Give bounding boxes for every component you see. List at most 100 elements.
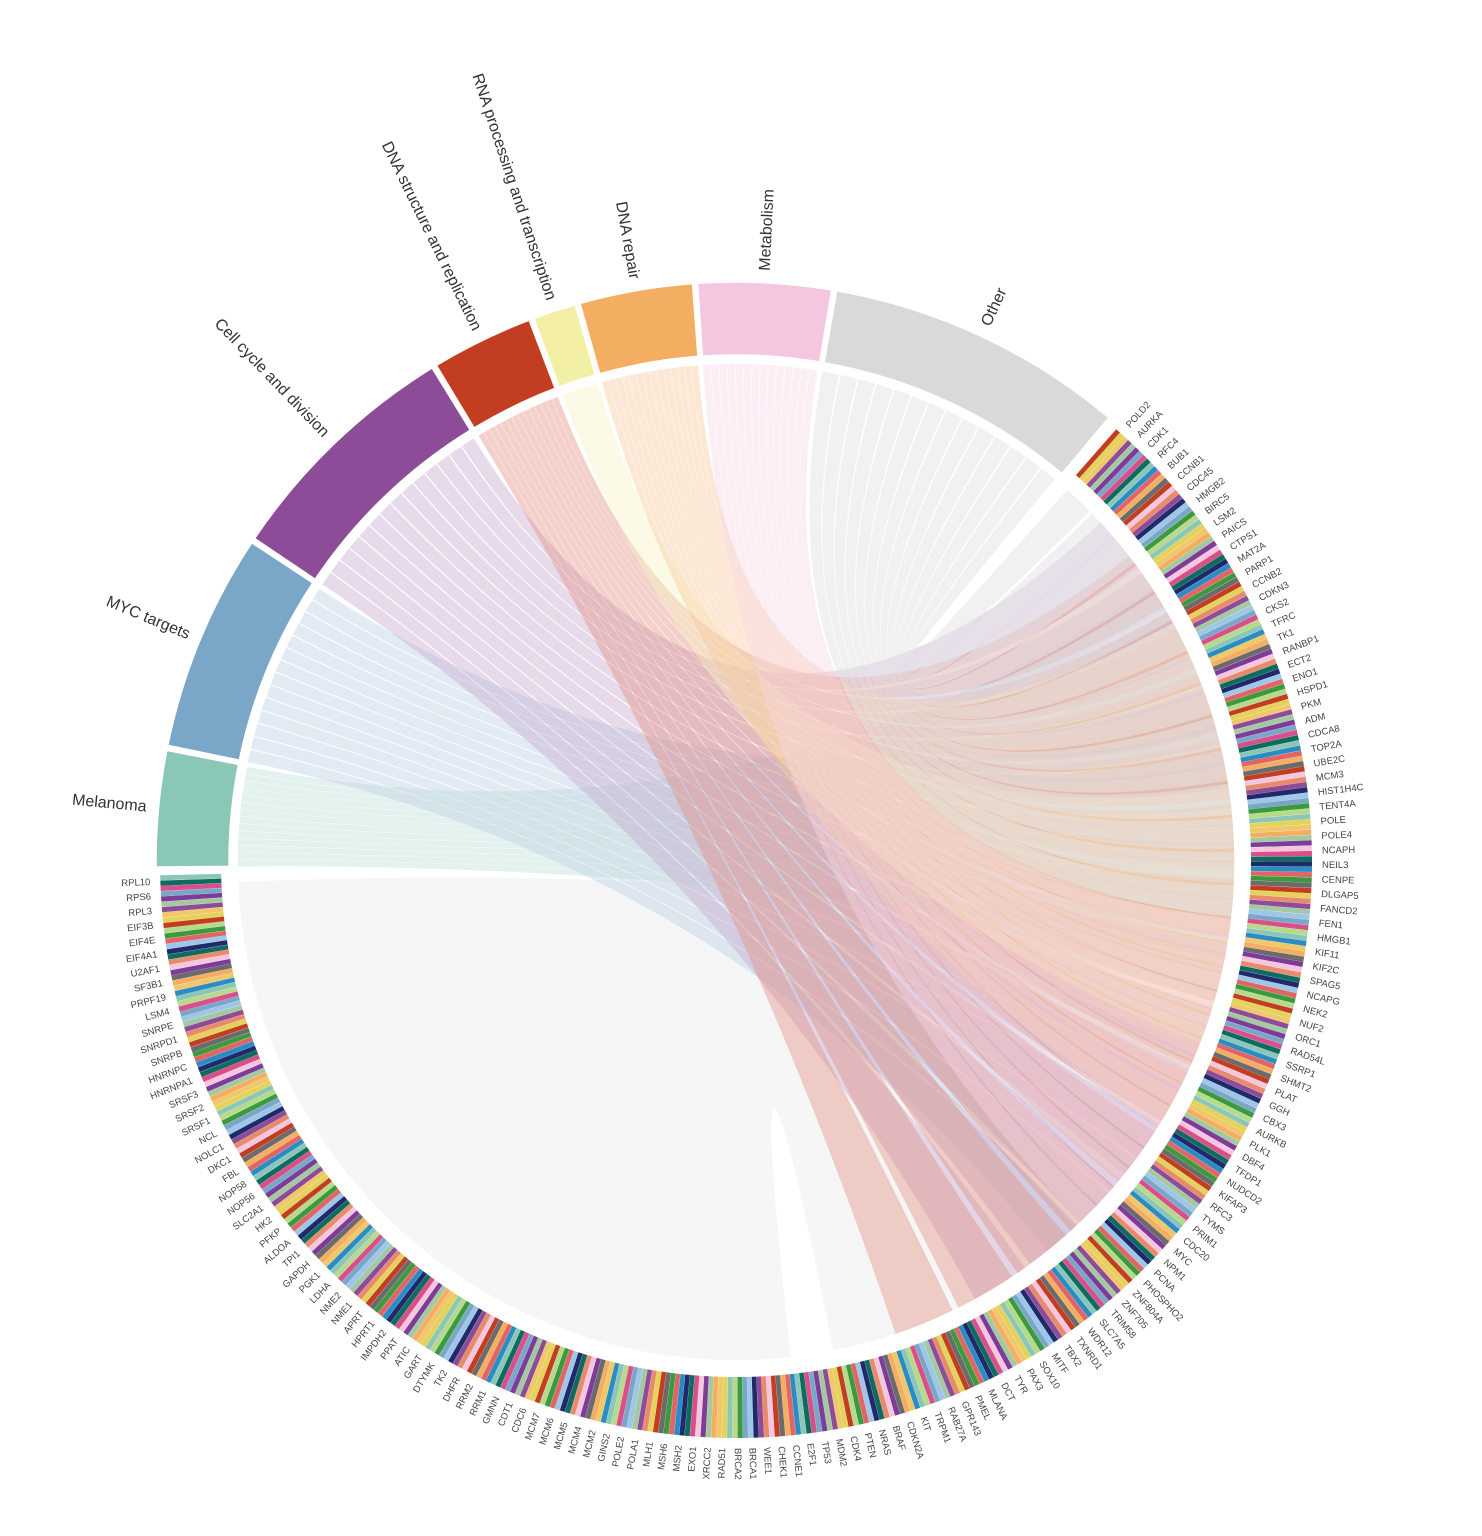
category-arc-dna-structure-and-replication (435, 319, 557, 429)
gene-segment (1035, 1278, 1076, 1331)
chord-ribbon (898, 468, 1090, 677)
chord-ribbon (574, 389, 1229, 954)
gene-segment (780, 1374, 791, 1436)
gene-segment (1210, 638, 1269, 667)
gene-segment (721, 1376, 728, 1438)
chord-ribbon (237, 852, 1233, 933)
gene-segment (241, 1126, 297, 1163)
gene-segment (1249, 899, 1311, 910)
chord-ribbon (584, 386, 1235, 880)
gene-segment (1244, 771, 1306, 786)
category-arc-rna-processing-and-transcription (532, 303, 597, 388)
gene-segment (1248, 909, 1310, 920)
gene-segment (1213, 1051, 1272, 1080)
gene-segment (160, 883, 222, 892)
gene-segment (163, 921, 225, 934)
gene-segment (1226, 1016, 1286, 1040)
gene-segment (171, 963, 233, 981)
gene-segment (223, 1097, 281, 1131)
gene-segment (1089, 443, 1136, 492)
gene-segment (1232, 709, 1293, 730)
chord-ribbon (281, 647, 1231, 960)
gene-segment (1246, 787, 1308, 800)
gene-segment (1076, 1245, 1121, 1294)
gene-segment (827, 1368, 844, 1429)
category-label: RNA processing and transcription (468, 72, 559, 303)
gene-segment (695, 1375, 705, 1437)
gene-segment (905, 1346, 931, 1406)
gene-segment (1186, 1107, 1243, 1142)
gene-segment (689, 1375, 700, 1437)
gene-segment (315, 1213, 364, 1260)
gene-segment (1193, 1095, 1250, 1128)
gene-segment (162, 911, 224, 923)
gene-label: NRAS (876, 1428, 893, 1456)
gene-segment (975, 1315, 1008, 1373)
gene-segment (1236, 979, 1297, 999)
gene-segment (923, 1340, 951, 1399)
gene-segment (1012, 1294, 1050, 1349)
gene-segment (859, 1360, 880, 1422)
chord-ribbon (691, 365, 1190, 717)
gene-label: EXO1 (686, 1446, 699, 1472)
gene-segment (765, 1375, 775, 1438)
gene-segment (287, 1185, 338, 1228)
gene-segment (1248, 904, 1311, 915)
gene-label: PKM (1300, 697, 1323, 713)
gene-segment (181, 1000, 242, 1022)
gene-segment (161, 902, 223, 913)
chord-ribbon (873, 402, 1212, 751)
gene-segment (1004, 1299, 1041, 1354)
gene-label: CDCA8 (1307, 723, 1341, 741)
gene-segment (855, 1361, 875, 1423)
gene-segment (407, 1285, 447, 1339)
gene-segment (529, 1342, 556, 1402)
gene-segment (914, 1343, 941, 1403)
gene-segment (616, 1365, 634, 1427)
gene-segment (197, 1045, 257, 1073)
gene-segment (1244, 942, 1305, 957)
gene-segment (519, 1339, 547, 1398)
gene-segment (369, 1259, 412, 1310)
gene-segment (1097, 1225, 1144, 1273)
gene-label: DLGAP5 (1321, 889, 1359, 902)
chord-ribbon (238, 877, 1229, 1361)
gene-segment (1119, 477, 1169, 522)
chord-ribbon (349, 536, 1159, 1175)
gene-segment (1090, 1232, 1137, 1280)
gene-segment (187, 1018, 247, 1043)
gene-segment (845, 1364, 864, 1425)
gene-segment (1141, 1175, 1193, 1217)
gene-segment (1249, 894, 1311, 904)
gene-segment (1217, 658, 1277, 685)
gene-segment (1027, 1283, 1067, 1337)
gene-label: BRCA1 (746, 1448, 758, 1480)
gene-segment (1122, 481, 1173, 526)
gene-segment (1153, 1160, 1206, 1200)
chord-ribbon (506, 417, 1188, 1127)
category-arc-cell-cycle-and-division (253, 366, 472, 581)
gene-segment (448, 1308, 483, 1364)
gene-segment (1227, 688, 1287, 712)
gene-segment (163, 916, 225, 929)
gene-segment (182, 1005, 243, 1027)
gene-segment (1212, 643, 1271, 672)
gene-segment (1250, 885, 1312, 894)
gene-segment (887, 1352, 911, 1413)
chord-ribbon (270, 672, 1213, 1044)
gene-label: POLE2 (610, 1436, 627, 1468)
gene-segment (1194, 600, 1252, 633)
gene-label: EIF4E (128, 935, 156, 949)
chord-ribbon (663, 368, 1231, 807)
gene-segment (1171, 1132, 1227, 1169)
gene-segment (1149, 519, 1202, 560)
gene-segment (1179, 1120, 1235, 1156)
chord-ribbon (744, 363, 1170, 1127)
chord-ribbon (517, 411, 1228, 1002)
gene-segment (1196, 605, 1254, 637)
gene-segment (732, 1376, 738, 1439)
chord-ribbon (567, 392, 1218, 1008)
gene-segment (1203, 1073, 1262, 1104)
gene-segment (1237, 729, 1298, 749)
gene-segment (1218, 1038, 1278, 1065)
